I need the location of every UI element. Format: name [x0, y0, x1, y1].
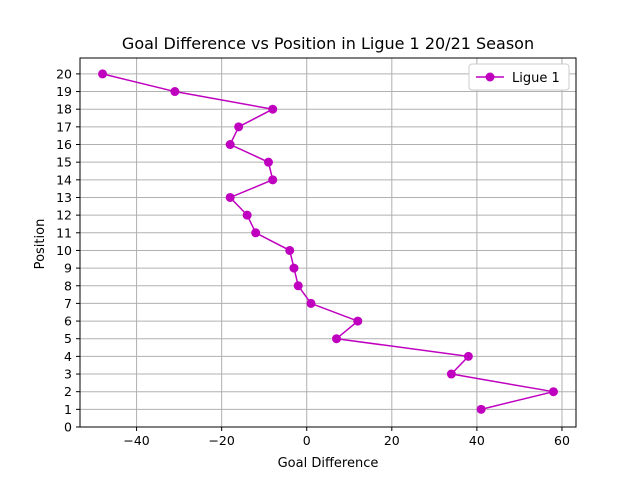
legend-box	[468, 63, 570, 91]
x-tick-label: 40	[469, 433, 485, 448]
legend: Ligue 1	[468, 63, 570, 91]
data-point	[548, 387, 558, 397]
y-tick-label: 16	[56, 137, 72, 152]
data-point	[263, 157, 273, 167]
data-point	[293, 281, 303, 291]
x-tick-label: 20	[384, 433, 400, 448]
data-point	[268, 104, 278, 114]
data-point	[289, 263, 299, 273]
data-point	[463, 351, 473, 361]
chart-title: Goal Difference vs Position in Ligue 1 2…	[122, 34, 534, 53]
data-point	[170, 87, 180, 97]
x-tick-label: −40	[123, 433, 149, 448]
data-point	[242, 210, 252, 220]
tick-layer: −40 −20 0 20 40 60012345678910111213141516171…	[56, 66, 570, 448]
y-tick-label: 7	[64, 296, 72, 311]
y-tick-label: 2	[64, 384, 72, 399]
x-tick-label: 60	[554, 433, 570, 448]
grid-layer	[80, 58, 576, 428]
data-point	[446, 369, 456, 379]
x-tick-label: 0	[303, 433, 311, 448]
y-tick-label: 20	[56, 66, 72, 81]
y-tick-label: 0	[64, 420, 72, 435]
series-layer	[98, 69, 558, 414]
data-point	[234, 122, 244, 132]
data-point	[251, 228, 261, 238]
data-point	[225, 192, 235, 202]
y-axis-label: Position	[33, 219, 48, 270]
data-point	[268, 175, 278, 185]
x-axis-label: Goal Difference	[278, 456, 379, 471]
y-tick-label: 11	[56, 225, 72, 240]
y-tick-label: 17	[56, 119, 72, 134]
data-point	[476, 404, 486, 414]
y-tick-label: 10	[56, 243, 72, 258]
y-tick-label: 9	[64, 261, 72, 276]
legend-label: Ligue 1	[512, 71, 560, 86]
data-point	[285, 245, 295, 255]
y-tick-label: 1	[64, 402, 72, 417]
data-point	[332, 334, 342, 344]
y-tick-label: 14	[56, 172, 72, 187]
y-tick-label: 4	[64, 349, 72, 364]
y-tick-label: 18	[56, 102, 72, 117]
data-point	[353, 316, 363, 326]
y-tick-label: 15	[56, 155, 72, 170]
data-point	[98, 69, 108, 79]
legend-marker	[485, 72, 495, 82]
x-tick-label: −20	[208, 433, 234, 448]
y-tick-label: 13	[56, 190, 72, 205]
y-tick-label: 5	[64, 331, 72, 346]
y-tick-label: 12	[56, 208, 72, 223]
y-tick-label: 19	[56, 84, 72, 99]
data-point	[306, 298, 316, 308]
data-point	[225, 140, 235, 150]
plot-frame	[79, 57, 577, 428]
y-tick-label: 3	[64, 367, 72, 382]
y-tick-label: 8	[64, 278, 72, 293]
y-tick-label: 6	[64, 314, 72, 329]
